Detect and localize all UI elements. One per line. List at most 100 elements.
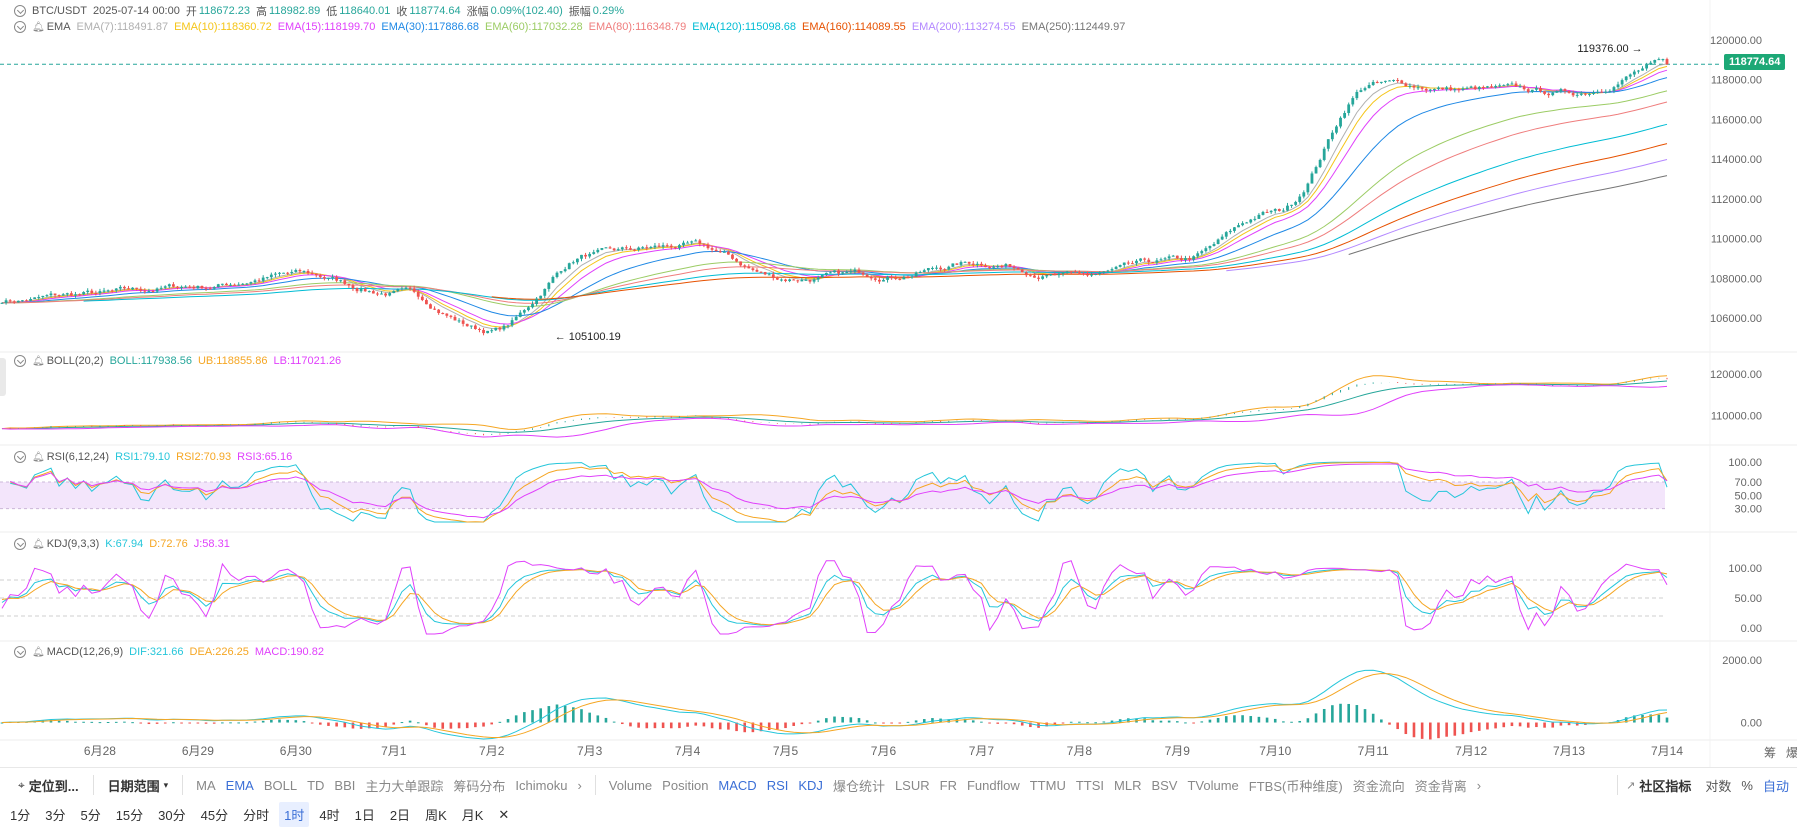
indicator-2[interactable]: BOLL — [263, 777, 298, 793]
timeframe-2[interactable]: 5分 — [80, 808, 101, 823]
last-price-tag: 118774.64 — [1724, 54, 1786, 70]
percent-scale-button[interactable]: % — [1741, 777, 1753, 793]
candle-body — [800, 279, 804, 282]
indicator-9[interactable]: TTMU — [1029, 777, 1066, 793]
macd-histogram-bar — [384, 722, 387, 727]
x-axis-right-label: 爆 — [1786, 746, 1797, 760]
candle-body — [261, 277, 265, 281]
macd-histogram-bar — [106, 721, 110, 723]
timeframe-7[interactable]: 1时 — [279, 802, 310, 827]
timeframe-10[interactable]: 2日 — [389, 808, 411, 823]
indicator-11[interactable]: MLR — [1114, 777, 1142, 793]
macd-histogram-bar — [718, 722, 722, 730]
indicator-3[interactable]: RSI — [766, 777, 789, 793]
indicator-14[interactable]: FTBS(币种维度) — [1248, 778, 1343, 794]
timeframe-8[interactable]: 4时 — [319, 808, 340, 823]
collapse-icon[interactable] — [14, 646, 26, 658]
macd-histogram-bar — [1567, 722, 1571, 726]
ema-legend: 🔔︎ EMA EMA(7):118491.87 EMA(10):118360.72 EM… — [14, 21, 1131, 33]
timeframe-5[interactable]: 45分 — [200, 808, 229, 823]
macd-histogram-bar — [1102, 721, 1106, 723]
macd-histogram-bar — [776, 722, 779, 730]
indicator-6[interactable]: LSUR — [894, 777, 930, 793]
kdj-d-line — [1, 569, 1668, 626]
indicator-6[interactable]: 筹码分布 — [453, 778, 506, 794]
locate-button[interactable]: ⌖ 定位到... — [0, 776, 85, 795]
log-scale-button[interactable]: 对数 — [1705, 778, 1732, 794]
bell-icon[interactable]: 🔔︎ — [32, 21, 45, 33]
bell-icon[interactable]: 🔔︎ — [32, 355, 45, 367]
timeframe-3[interactable]: 15分 — [115, 808, 144, 823]
candle-body — [367, 291, 371, 293]
indicator-7[interactable]: FR — [939, 777, 957, 793]
collapse-icon[interactable] — [14, 21, 26, 33]
close-icon[interactable]: ✕ — [498, 806, 510, 822]
indicator-4[interactable]: KDJ — [798, 777, 823, 793]
timeframe-9[interactable]: 1日 — [354, 808, 375, 823]
community-indicators-button[interactable]: 社区指标 — [1639, 778, 1692, 794]
timeframe-4[interactable]: 30分 — [158, 808, 186, 823]
indicator-4[interactable]: BBI — [334, 777, 356, 793]
candle-body — [584, 254, 587, 257]
candle-body — [882, 279, 885, 282]
chevron-right-icon[interactable]: › — [1476, 777, 1482, 793]
candle-body — [1139, 258, 1142, 261]
candle-body — [1412, 85, 1416, 88]
timeframe-11[interactable]: 周K — [425, 808, 447, 823]
macd-histogram-bar — [767, 722, 771, 730]
indicator-5[interactable]: 爆仓统计 — [832, 778, 885, 794]
candle-body — [580, 254, 583, 259]
candle-body — [425, 300, 428, 305]
collapse-icon[interactable] — [14, 451, 26, 463]
bell-icon[interactable]: 🔔︎ — [32, 646, 45, 658]
indicator-0[interactable]: Volume — [608, 777, 653, 793]
x-tick-label: 7月1 — [381, 744, 407, 758]
divider — [182, 775, 184, 795]
kline-chart[interactable]: 120000.00 118000.00 116000.00 114000.00 1120… — [0, 0, 1797, 767]
rsi-line-12 — [10, 462, 1668, 523]
timeframe-0[interactable]: 1分 — [10, 808, 31, 823]
candle-body — [1057, 273, 1061, 276]
auto-scale-button[interactable]: 自动 — [1762, 778, 1789, 794]
candle-body — [1400, 80, 1404, 84]
candle-body — [25, 300, 28, 302]
indicator-7[interactable]: Ichimoku — [515, 777, 568, 793]
collapse-icon[interactable] — [14, 538, 26, 550]
timeframe-12[interactable]: 月K — [461, 808, 484, 823]
candle-body — [1069, 271, 1073, 273]
indicator-5[interactable]: 主力大单跟踪 — [365, 778, 444, 794]
bell-icon[interactable]: 🔔︎ — [32, 451, 45, 463]
indicator-15[interactable]: 资金流向 — [1352, 778, 1405, 794]
panel-expand-handle[interactable] — [0, 358, 6, 396]
indicator-12[interactable]: BSV — [1151, 777, 1178, 793]
macd-histogram-bar — [1208, 719, 1212, 723]
indicator-2[interactable]: MACD — [718, 777, 757, 793]
candle-body — [1384, 80, 1387, 82]
candle-body — [53, 293, 57, 296]
candle-body — [604, 247, 608, 249]
candle-body — [65, 293, 69, 295]
collapse-icon[interactable] — [14, 355, 26, 367]
indicator-16[interactable]: 资金背离 — [1414, 778, 1467, 794]
collapse-icon[interactable] — [14, 5, 26, 17]
timeframe-1[interactable]: 3分 — [45, 808, 66, 823]
candle-body — [759, 271, 763, 273]
timeframe-6[interactable]: 分时 — [243, 808, 270, 823]
macd-histogram-bar — [572, 707, 575, 723]
bell-icon[interactable]: 🔔︎ — [32, 538, 45, 550]
candle-body — [922, 270, 926, 273]
candle-body — [1335, 126, 1338, 133]
candle-body — [269, 274, 273, 278]
chevron-right-icon[interactable]: › — [577, 777, 582, 793]
indicator-8[interactable]: Fundflow — [966, 777, 1020, 793]
indicator-13[interactable]: TVolume — [1187, 777, 1239, 793]
indicator-3[interactable]: TD — [307, 777, 325, 793]
indicator-1[interactable]: EMA — [225, 777, 254, 793]
macd-histogram-bar — [1624, 717, 1628, 723]
indicator-0[interactable]: MA — [196, 777, 216, 793]
indicator-1[interactable]: Position — [662, 777, 709, 793]
macd-histogram-bar — [988, 722, 991, 724]
macd-histogram-bar — [139, 722, 143, 724]
date-range-button[interactable]: 日期范围 ▾ — [102, 776, 175, 795]
indicator-10[interactable]: TTSI — [1075, 777, 1105, 793]
